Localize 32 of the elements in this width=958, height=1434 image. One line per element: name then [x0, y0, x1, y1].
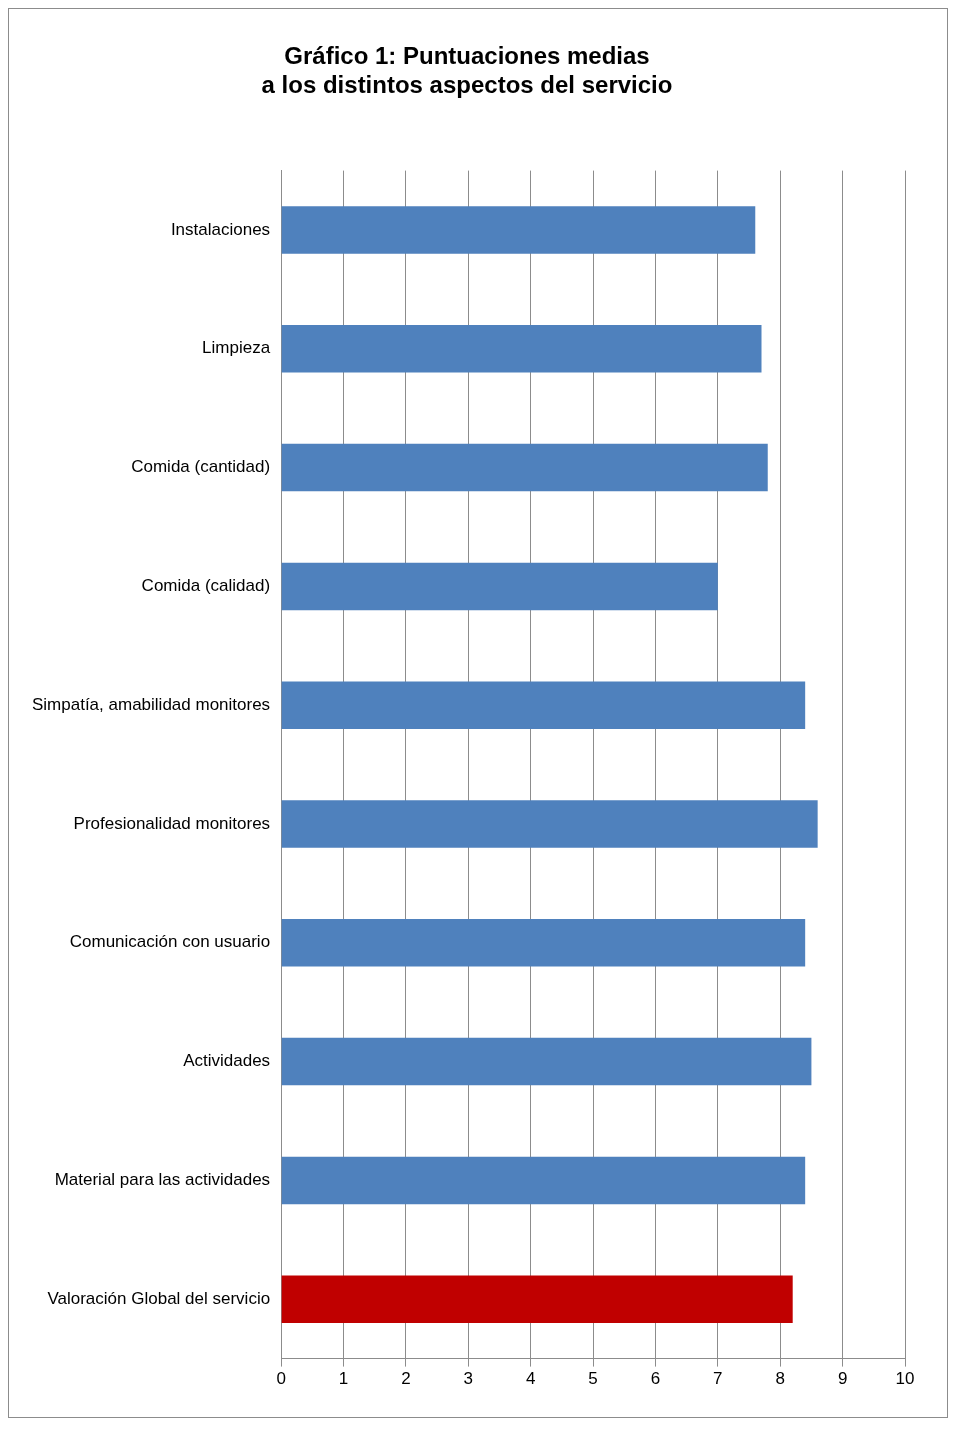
x-tick-label: 3 [463, 1369, 474, 1389]
y-tick-label: Actividades [183, 1051, 271, 1071]
x-tick-label: 6 [650, 1369, 661, 1389]
bar [281, 1037, 812, 1086]
y-tick-label: Comida (calidad) [141, 576, 271, 596]
bar [281, 800, 818, 848]
y-tick-label: Comida (cantidad) [131, 457, 271, 477]
y-tick-label: Comunicación con usuario [69, 932, 271, 952]
bar [281, 443, 768, 492]
bar [281, 1275, 793, 1323]
bar [281, 919, 806, 967]
bar [281, 325, 762, 373]
y-tick-label: Limpieza [202, 338, 271, 358]
chart-title: Gráfico 1: Puntuaciones medias a los distintos aspectos del servicio [261, 42, 673, 98]
x-tick-label: 2 [401, 1369, 411, 1389]
x-tick-label: 0 [276, 1369, 286, 1389]
x-tick-label: 10 [895, 1369, 915, 1389]
y-tick-label: Valoración Global del servicio [47, 1288, 271, 1308]
bar [281, 562, 718, 611]
bar [281, 681, 806, 729]
x-tick-label: 7 [713, 1369, 723, 1389]
x-tick-label: 5 [588, 1369, 598, 1389]
x-tick-label: 1 [338, 1369, 349, 1389]
x-tick-label: 4 [525, 1369, 536, 1389]
y-tick-label: Instalaciones [170, 219, 271, 239]
y-tick-label: Simpatía, amabilidad monitores [31, 694, 271, 714]
x-tick-label: 8 [775, 1369, 785, 1389]
bar [281, 206, 756, 254]
x-tick-label: 9 [837, 1369, 848, 1389]
bar [281, 1156, 806, 1205]
y-tick-label: Material para las actividades [54, 1170, 271, 1190]
y-tick-label: Profesionalidad monitores [73, 813, 271, 833]
